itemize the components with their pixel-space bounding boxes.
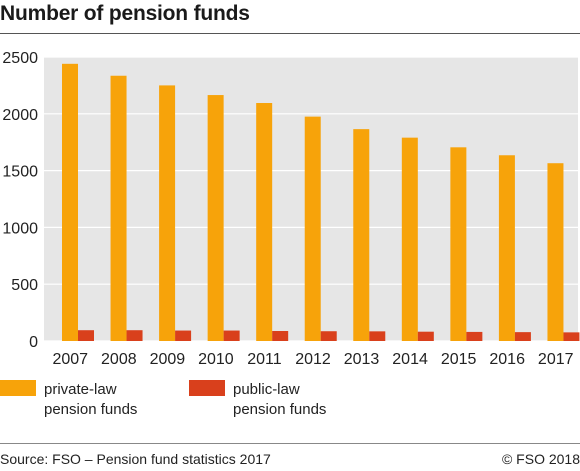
bar-public	[514, 332, 531, 341]
legend-label-private-line2: pension funds	[44, 401, 138, 418]
copyright-note: © FSO 2018	[501, 451, 580, 467]
y-tick-label: 1000	[2, 220, 38, 237]
bar-public	[272, 331, 289, 341]
bar-public	[563, 332, 580, 341]
bar-public	[369, 331, 386, 341]
footer-divider	[0, 443, 580, 444]
bar-public	[126, 330, 143, 341]
legend-label-private: private-law pension funds	[44, 380, 164, 420]
legend-swatch-public	[189, 380, 225, 396]
bar-private	[304, 116, 321, 341]
y-tick-label: 2500	[2, 50, 38, 67]
x-tick-label: 2015	[441, 351, 477, 368]
y-tick-label: 2000	[2, 107, 38, 124]
bar-private	[353, 129, 370, 341]
x-tick-label: 2016	[489, 351, 525, 368]
bar-public	[466, 331, 483, 341]
x-tick-label: 2014	[392, 351, 428, 368]
chart-title: Number of pension funds	[0, 2, 250, 25]
bar-public	[417, 331, 434, 341]
bar-public	[320, 331, 337, 341]
bar-public	[78, 330, 94, 341]
bar-chart: 0 500 1000 1500 2000 2500 2007 2008 2009 2010 201…	[2, 50, 580, 368]
y-tick-label: 1500	[2, 164, 38, 181]
x-tick-label: 2010	[198, 351, 234, 368]
x-tick-label: 2008	[101, 351, 137, 368]
bar-private	[498, 155, 515, 341]
x-tick-label: 2013	[344, 351, 380, 368]
y-tick-label: 500	[11, 277, 38, 294]
legend-label-public-line2: pension funds	[233, 401, 327, 418]
bar-private	[401, 137, 418, 341]
title-divider	[0, 33, 580, 34]
bar-private	[547, 163, 564, 341]
x-tick-label: 2012	[295, 351, 331, 368]
bar-private	[450, 147, 467, 341]
legend-label-public-line1: public-law	[233, 381, 300, 398]
bar-private	[159, 85, 176, 342]
x-tick-label: 2017	[538, 351, 574, 368]
bar-private	[207, 95, 224, 341]
legend-swatch-private	[0, 380, 36, 396]
y-tick-label: 0	[29, 334, 38, 351]
x-tick-label: 2009	[150, 351, 186, 368]
source-note: Source: FSO – Pension fund statistics 20…	[0, 451, 271, 467]
bar-private	[110, 75, 127, 341]
bar-public	[223, 330, 240, 341]
bar-private	[256, 103, 273, 342]
legend-label-public: public-law pension funds	[233, 380, 353, 420]
bar-public	[175, 330, 192, 341]
legend-label-private-line1: private-law	[44, 381, 117, 398]
x-tick-label: 2011	[247, 351, 282, 368]
bar-private	[62, 63, 78, 341]
x-tick-label: 2007	[52, 351, 88, 368]
